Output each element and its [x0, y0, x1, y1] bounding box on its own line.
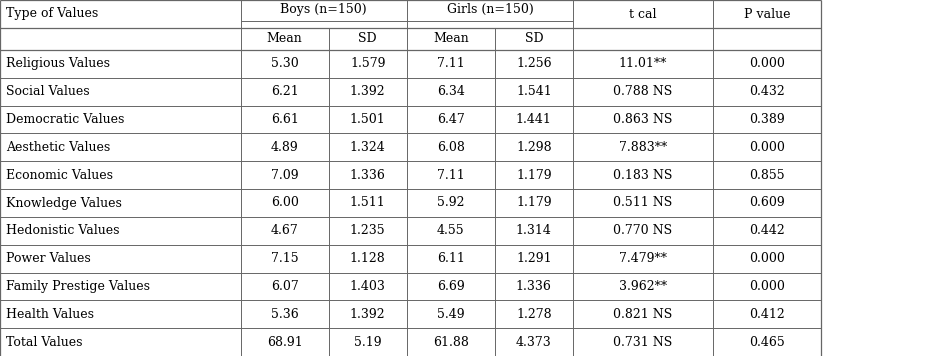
- Text: 6.47: 6.47: [437, 113, 464, 126]
- Text: 6.61: 6.61: [271, 113, 298, 126]
- Text: 1.511: 1.511: [350, 197, 385, 209]
- Text: Health Values: Health Values: [6, 308, 93, 321]
- Text: Social Values: Social Values: [6, 85, 90, 98]
- Text: 1.314: 1.314: [515, 224, 552, 237]
- Text: Power Values: Power Values: [6, 252, 91, 265]
- Text: 0.432: 0.432: [750, 85, 784, 98]
- Text: 68.91: 68.91: [267, 336, 302, 349]
- Text: 1.392: 1.392: [350, 85, 385, 98]
- Text: 1.441: 1.441: [515, 113, 552, 126]
- Text: 0.821 NS: 0.821 NS: [614, 308, 672, 321]
- Text: 0.609: 0.609: [750, 197, 784, 209]
- Text: 0.000: 0.000: [749, 57, 785, 70]
- Text: 4.67: 4.67: [271, 224, 298, 237]
- Text: 0.000: 0.000: [749, 252, 785, 265]
- Text: 11.01**: 11.01**: [618, 57, 667, 70]
- Text: Aesthetic Values: Aesthetic Values: [6, 141, 110, 154]
- Text: 0.731 NS: 0.731 NS: [614, 336, 672, 349]
- Text: Religious Values: Religious Values: [6, 57, 110, 70]
- Text: 7.11: 7.11: [437, 57, 464, 70]
- Text: 4.89: 4.89: [271, 141, 298, 154]
- Text: 0.788 NS: 0.788 NS: [614, 85, 672, 98]
- Text: 1.278: 1.278: [516, 308, 551, 321]
- Text: 7.15: 7.15: [271, 252, 298, 265]
- Text: 0.863 NS: 0.863 NS: [614, 113, 672, 126]
- Text: 1.291: 1.291: [516, 252, 551, 265]
- Text: Total Values: Total Values: [6, 336, 82, 349]
- Text: Mean: Mean: [433, 32, 468, 46]
- Text: 1.579: 1.579: [350, 57, 385, 70]
- Text: 1.336: 1.336: [515, 280, 552, 293]
- Text: 6.69: 6.69: [437, 280, 464, 293]
- Text: 5.30: 5.30: [271, 57, 298, 70]
- Text: 5.49: 5.49: [437, 308, 464, 321]
- Text: 0.770 NS: 0.770 NS: [614, 224, 672, 237]
- Text: 1.392: 1.392: [350, 308, 385, 321]
- Text: 7.11: 7.11: [437, 169, 464, 182]
- Text: 1.179: 1.179: [516, 197, 551, 209]
- Text: Knowledge Values: Knowledge Values: [6, 197, 122, 209]
- Text: 6.07: 6.07: [271, 280, 298, 293]
- Text: Mean: Mean: [267, 32, 302, 46]
- Text: 1.128: 1.128: [350, 252, 385, 265]
- Text: 0.465: 0.465: [750, 336, 784, 349]
- Text: 3.962**: 3.962**: [619, 280, 666, 293]
- Text: 1.256: 1.256: [516, 57, 551, 70]
- Text: 1.336: 1.336: [349, 169, 386, 182]
- Text: 1.179: 1.179: [516, 169, 551, 182]
- Text: 7.883**: 7.883**: [618, 141, 667, 154]
- Text: 0.855: 0.855: [750, 169, 784, 182]
- Text: SD: SD: [359, 32, 377, 46]
- Text: 0.000: 0.000: [749, 280, 785, 293]
- Text: 0.183 NS: 0.183 NS: [614, 169, 672, 182]
- Text: Hedonistic Values: Hedonistic Values: [6, 224, 119, 237]
- Text: Type of Values: Type of Values: [6, 7, 98, 21]
- Text: 1.501: 1.501: [350, 113, 385, 126]
- Text: 4.373: 4.373: [516, 336, 551, 349]
- Text: Boys (n=150): Boys (n=150): [280, 3, 367, 16]
- Text: 0.511 NS: 0.511 NS: [614, 197, 672, 209]
- Text: 61.88: 61.88: [432, 336, 469, 349]
- Text: SD: SD: [525, 32, 543, 46]
- Text: 0.442: 0.442: [750, 224, 784, 237]
- Text: 4.55: 4.55: [437, 224, 464, 237]
- Text: 6.11: 6.11: [437, 252, 464, 265]
- Text: 6.34: 6.34: [437, 85, 464, 98]
- Text: 6.08: 6.08: [437, 141, 464, 154]
- Text: Democratic Values: Democratic Values: [6, 113, 124, 126]
- Text: 7.479**: 7.479**: [619, 252, 666, 265]
- Text: 1.324: 1.324: [350, 141, 385, 154]
- Text: Economic Values: Economic Values: [6, 169, 112, 182]
- Text: 0.412: 0.412: [750, 308, 784, 321]
- Text: 5.92: 5.92: [437, 197, 464, 209]
- Text: Family Prestige Values: Family Prestige Values: [6, 280, 150, 293]
- Text: P value: P value: [744, 7, 790, 21]
- Text: Girls (n=150): Girls (n=150): [447, 3, 533, 16]
- Text: 7.09: 7.09: [271, 169, 298, 182]
- Text: 0.389: 0.389: [750, 113, 784, 126]
- Text: 5.36: 5.36: [271, 308, 298, 321]
- Text: 6.00: 6.00: [271, 197, 298, 209]
- Text: t cal: t cal: [629, 7, 657, 21]
- Text: 1.403: 1.403: [349, 280, 386, 293]
- Text: 5.19: 5.19: [354, 336, 381, 349]
- Text: 6.21: 6.21: [271, 85, 298, 98]
- Text: 1.235: 1.235: [350, 224, 385, 237]
- Text: 1.298: 1.298: [516, 141, 551, 154]
- Text: 1.541: 1.541: [516, 85, 551, 98]
- Text: 0.000: 0.000: [749, 141, 785, 154]
